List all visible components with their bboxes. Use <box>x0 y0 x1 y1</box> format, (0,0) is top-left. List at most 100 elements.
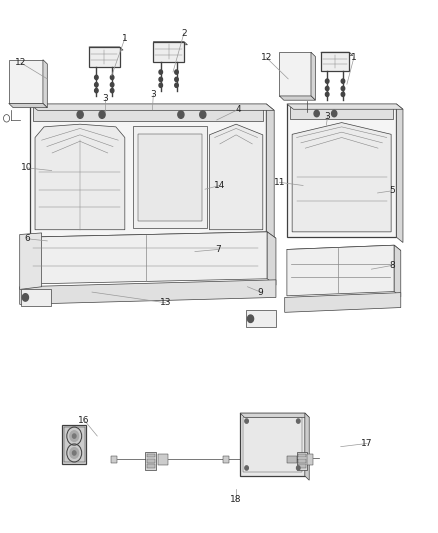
Polygon shape <box>287 104 403 109</box>
Text: 17: 17 <box>361 439 373 448</box>
Polygon shape <box>321 52 350 71</box>
Circle shape <box>159 83 162 87</box>
Text: 1: 1 <box>122 34 128 43</box>
Polygon shape <box>147 459 155 463</box>
Circle shape <box>341 86 345 91</box>
Polygon shape <box>246 310 276 327</box>
Text: 12: 12 <box>15 59 27 67</box>
Circle shape <box>341 92 345 96</box>
Circle shape <box>159 77 162 82</box>
Polygon shape <box>153 42 184 62</box>
Polygon shape <box>307 454 313 465</box>
Polygon shape <box>64 427 85 462</box>
Polygon shape <box>396 104 403 243</box>
Polygon shape <box>240 413 309 417</box>
Polygon shape <box>266 104 274 244</box>
Text: 6: 6 <box>24 235 30 243</box>
Polygon shape <box>321 52 353 55</box>
Polygon shape <box>153 42 187 45</box>
Circle shape <box>77 111 83 118</box>
Polygon shape <box>240 413 305 476</box>
Circle shape <box>110 83 114 87</box>
Circle shape <box>73 434 76 438</box>
Polygon shape <box>111 456 117 463</box>
Circle shape <box>200 111 206 118</box>
Circle shape <box>297 466 300 470</box>
Polygon shape <box>89 47 120 67</box>
Polygon shape <box>89 47 123 50</box>
Circle shape <box>110 75 114 79</box>
Circle shape <box>325 92 329 96</box>
Polygon shape <box>20 233 42 289</box>
Circle shape <box>245 466 248 470</box>
Polygon shape <box>209 124 263 230</box>
Polygon shape <box>158 454 168 465</box>
Polygon shape <box>33 107 263 121</box>
Circle shape <box>314 110 319 117</box>
Polygon shape <box>298 459 306 463</box>
Polygon shape <box>9 60 43 103</box>
Polygon shape <box>133 126 207 228</box>
Polygon shape <box>138 134 202 221</box>
Circle shape <box>95 75 98 79</box>
Polygon shape <box>290 107 393 119</box>
Polygon shape <box>223 456 229 463</box>
Text: 3: 3 <box>102 94 108 103</box>
Text: 3: 3 <box>325 112 331 120</box>
Circle shape <box>325 79 329 83</box>
Circle shape <box>95 83 98 87</box>
Circle shape <box>175 83 178 87</box>
Polygon shape <box>292 123 391 232</box>
Circle shape <box>99 111 105 118</box>
Polygon shape <box>24 232 276 244</box>
Circle shape <box>332 110 337 117</box>
Text: 7: 7 <box>215 245 221 254</box>
Polygon shape <box>305 413 309 480</box>
Polygon shape <box>30 104 266 237</box>
Text: 8: 8 <box>389 261 395 270</box>
Polygon shape <box>311 52 315 100</box>
Text: 16: 16 <box>78 416 90 424</box>
Circle shape <box>70 431 78 441</box>
Circle shape <box>325 86 329 91</box>
Text: 9: 9 <box>258 288 264 296</box>
Polygon shape <box>9 103 47 108</box>
Text: 2: 2 <box>181 29 187 37</box>
Text: 18: 18 <box>230 496 241 504</box>
Circle shape <box>70 448 78 458</box>
Text: 10: 10 <box>21 164 33 172</box>
Circle shape <box>341 79 345 83</box>
Circle shape <box>175 77 178 82</box>
Polygon shape <box>43 60 47 108</box>
Circle shape <box>297 419 300 423</box>
Polygon shape <box>285 293 401 312</box>
Text: 5: 5 <box>389 187 395 195</box>
Circle shape <box>73 451 76 455</box>
Polygon shape <box>287 245 394 296</box>
Polygon shape <box>287 104 396 237</box>
Polygon shape <box>297 452 307 470</box>
Text: 3: 3 <box>150 91 156 99</box>
Polygon shape <box>279 96 315 100</box>
Polygon shape <box>62 425 86 464</box>
Polygon shape <box>30 104 274 110</box>
Polygon shape <box>279 52 311 96</box>
Polygon shape <box>35 124 125 230</box>
Circle shape <box>245 419 248 423</box>
Circle shape <box>247 315 254 322</box>
Circle shape <box>178 111 184 118</box>
Circle shape <box>22 294 28 301</box>
Circle shape <box>175 70 178 74</box>
Polygon shape <box>267 232 276 285</box>
Polygon shape <box>145 452 156 470</box>
Polygon shape <box>21 289 51 306</box>
Text: 1: 1 <box>351 53 357 62</box>
Polygon shape <box>147 454 155 457</box>
Text: 4: 4 <box>236 105 241 114</box>
Text: 11: 11 <box>274 178 285 187</box>
Text: 14: 14 <box>214 181 226 190</box>
Text: 12: 12 <box>261 53 272 62</box>
Polygon shape <box>24 232 267 284</box>
Circle shape <box>159 70 162 74</box>
Circle shape <box>110 88 114 93</box>
